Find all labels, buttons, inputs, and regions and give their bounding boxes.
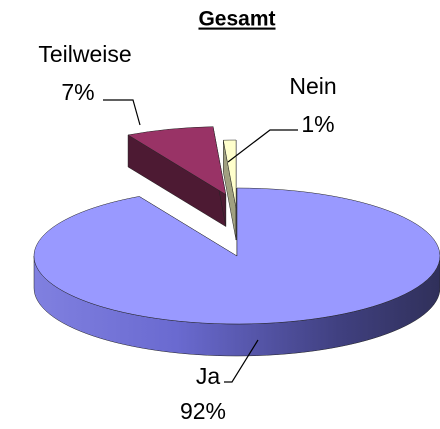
value-label: 7%: [61, 79, 94, 105]
value-label: 1%: [301, 111, 334, 137]
leader-line: [103, 99, 141, 126]
pie: [33, 126, 440, 357]
category-label: Ja: [196, 363, 221, 389]
category-label: Nein: [289, 73, 336, 99]
leader-line: [227, 129, 298, 163]
slice: [223, 139, 237, 241]
leader-line: [224, 339, 259, 383]
slice: [33, 187, 440, 357]
slice-top: [223, 139, 237, 209]
slice-top: [33, 187, 440, 325]
chart-title: Gesamt: [198, 8, 275, 31]
slice-top: [127, 126, 227, 196]
category-label: Teilweise: [38, 41, 131, 67]
slice: [127, 126, 227, 227]
value-label: 92%: [180, 398, 226, 424]
